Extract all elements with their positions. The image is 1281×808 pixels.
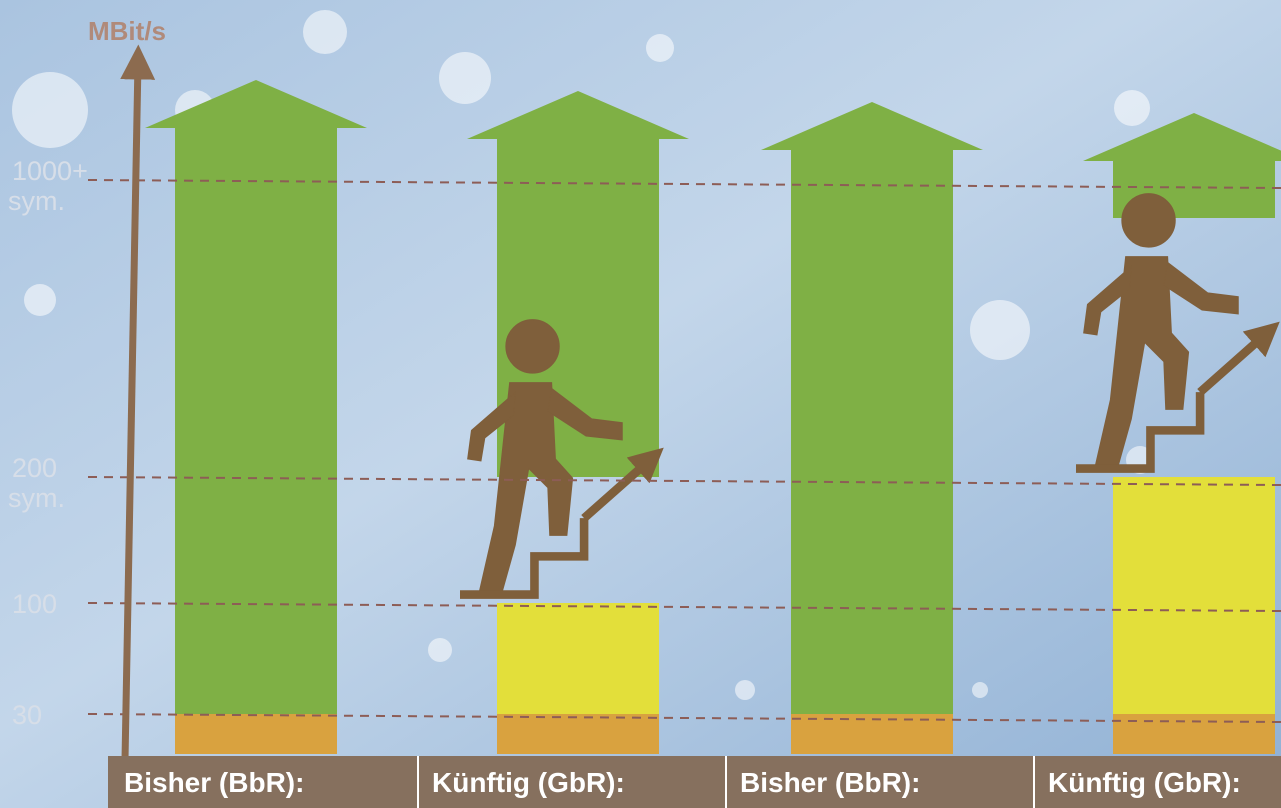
gridline-1000 (87, 179, 1281, 189)
category-label: Künftig (GbR): (432, 767, 625, 798)
bars (145, 80, 1281, 754)
bar-segment-upgrade (791, 142, 953, 714)
bar-segment-base (175, 714, 337, 754)
bar-segment-current (497, 603, 659, 714)
y-unit-label: MBit/s (88, 16, 166, 46)
gridline-100 (87, 602, 1281, 612)
y-tick-sublabel: sym. (8, 483, 65, 513)
y-tick-label: 200 (12, 453, 57, 483)
upgrade-arrow-head (761, 102, 983, 150)
category-label: Künftig (GbR): (1048, 767, 1241, 798)
bar-segment-current (1113, 477, 1275, 714)
y-tick-label: 30 (12, 700, 42, 730)
category-label: Bisher (BbR): (740, 767, 920, 798)
y-tick-label: 100 (12, 589, 57, 619)
upgrade-arrow-head (1083, 113, 1281, 161)
bar-segment-base (1113, 714, 1275, 754)
bar-segment-base (791, 714, 953, 754)
category-labels: Bisher (BbR): Künftig (GbR): Bisher (BbR):… (124, 756, 1241, 808)
upgrade-arrow-head (467, 91, 689, 139)
y-axis (120, 44, 156, 761)
bar-segment-base (497, 714, 659, 754)
category-band (108, 756, 1281, 808)
y-tick-sublabel: sym. (8, 186, 65, 216)
category-label: Bisher (BbR): (124, 767, 304, 798)
bar-segment-upgrade (175, 128, 337, 714)
gridline-30 (87, 713, 1281, 723)
upgrade-arrow-head (145, 80, 367, 128)
gridline-200 (87, 476, 1281, 486)
y-tick-label: 1000+ (12, 156, 88, 186)
